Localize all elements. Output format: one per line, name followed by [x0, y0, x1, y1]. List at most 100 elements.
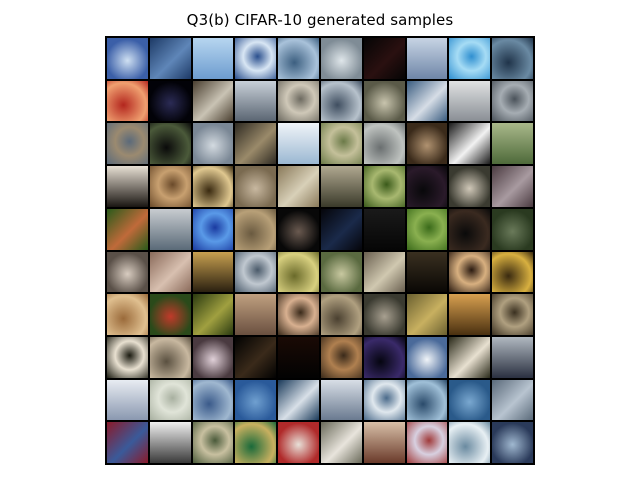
sample-image — [149, 294, 191, 335]
sample-image — [107, 38, 148, 79]
sample-image — [107, 166, 148, 207]
sample-image — [149, 166, 191, 207]
sample-image — [235, 379, 277, 421]
sample-image — [149, 208, 191, 250]
sample-image — [363, 208, 405, 250]
sample-image — [149, 80, 191, 122]
sample-image — [492, 379, 533, 421]
sample-image — [492, 251, 533, 293]
sample-image — [406, 422, 448, 463]
sample-image — [235, 38, 277, 79]
sample-image — [320, 422, 362, 463]
sample-image — [278, 422, 319, 463]
sample-image — [149, 38, 191, 79]
sample-image — [406, 208, 448, 250]
sample-image — [192, 166, 234, 207]
sample-image — [192, 379, 234, 421]
sample-image — [363, 123, 405, 165]
sample-image — [235, 208, 277, 250]
figure-title: Q3(b) CIFAR-10 generated samples — [186, 11, 454, 29]
sample-image — [449, 422, 491, 463]
sample-image — [406, 294, 448, 335]
sample-image — [492, 123, 533, 165]
sample-image — [449, 379, 491, 421]
sample-image — [192, 80, 234, 122]
sample-image — [492, 294, 533, 335]
sample-image — [107, 123, 148, 165]
sample-image — [492, 166, 533, 207]
sample-image — [320, 251, 362, 293]
sample-image — [492, 208, 533, 250]
sample-image — [149, 123, 191, 165]
sample-image — [107, 336, 148, 378]
sample-image — [278, 166, 319, 207]
sample-image — [192, 251, 234, 293]
sample-image — [192, 123, 234, 165]
sample-image — [278, 251, 319, 293]
sample-image — [492, 80, 533, 122]
sample-image — [235, 80, 277, 122]
sample-image — [320, 123, 362, 165]
sample-image — [363, 80, 405, 122]
sample-image — [363, 166, 405, 207]
sample-image — [107, 294, 148, 335]
sample-image — [406, 251, 448, 293]
sample-image — [406, 80, 448, 122]
sample-image — [492, 422, 533, 463]
sample-image — [406, 379, 448, 421]
sample-image — [492, 38, 533, 79]
sample-image — [320, 379, 362, 421]
sample-image — [278, 294, 319, 335]
sample-image — [149, 251, 191, 293]
sample-image — [449, 166, 491, 207]
sample-image — [363, 336, 405, 378]
sample-image — [235, 294, 277, 335]
sample-image — [235, 123, 277, 165]
sample-image — [278, 208, 319, 250]
sample-image — [278, 80, 319, 122]
sample-image — [192, 336, 234, 378]
sample-image — [278, 123, 319, 165]
sample-image — [320, 80, 362, 122]
sample-image — [235, 251, 277, 293]
sample-image — [406, 38, 448, 79]
sample-image — [107, 80, 148, 122]
sample-image — [235, 336, 277, 378]
sample-image — [449, 38, 491, 79]
sample-image — [449, 336, 491, 378]
sample-image — [192, 294, 234, 335]
sample-image — [192, 422, 234, 463]
sample-image — [320, 166, 362, 207]
sample-image — [320, 208, 362, 250]
sample-image — [363, 422, 405, 463]
sample-image — [235, 422, 277, 463]
sample-image — [449, 123, 491, 165]
sample-image — [363, 379, 405, 421]
sample-image — [278, 379, 319, 421]
sample-image — [192, 38, 234, 79]
sample-image — [320, 38, 362, 79]
sample-image — [320, 336, 362, 378]
sample-image — [107, 379, 148, 421]
sample-image — [406, 123, 448, 165]
sample-image — [363, 38, 405, 79]
sample-image — [449, 208, 491, 250]
sample-image — [406, 166, 448, 207]
sample-image — [278, 336, 319, 378]
sample-image — [149, 379, 191, 421]
sample-image — [320, 294, 362, 335]
sample-image — [192, 208, 234, 250]
sample-image — [449, 80, 491, 122]
sample-image — [363, 251, 405, 293]
sample-image — [149, 422, 191, 463]
sample-image — [449, 251, 491, 293]
sample-image — [278, 38, 319, 79]
sample-image — [235, 166, 277, 207]
generated-samples-grid — [105, 36, 535, 465]
sample-image — [107, 422, 148, 463]
sample-image — [149, 336, 191, 378]
sample-image — [449, 294, 491, 335]
sample-image — [107, 251, 148, 293]
sample-image — [107, 208, 148, 250]
sample-image — [406, 336, 448, 378]
